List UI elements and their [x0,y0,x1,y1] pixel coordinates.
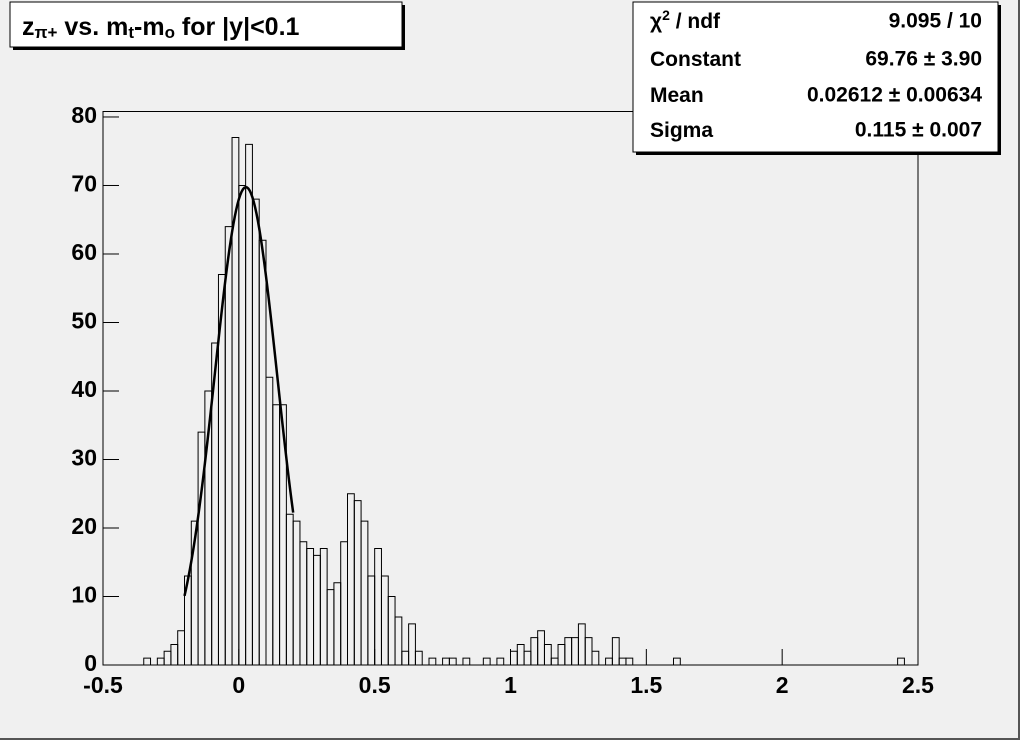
histogram-bin [591,650,600,665]
stat-value: 0.02612 ± 0.00634 [807,84,982,107]
histogram-bin [394,616,403,665]
y-tick-label: 0 [84,650,97,676]
y-tick-label: 70 [71,171,97,197]
y-tick-label: 80 [71,102,97,128]
histogram-bin [143,657,152,665]
title-box [9,1,403,48]
title-part: t [128,23,134,42]
y-tick-label: 60 [71,239,97,265]
y-tick-label: 50 [71,308,97,334]
fit-curve [183,185,295,597]
chart-title: zπ+ vs. mt-mo for |y|<0.1 [22,13,300,42]
x-tick-label: 2.5 [902,672,934,698]
stat-label-part: 2 [662,7,670,23]
histogram-bin [414,650,423,665]
stat-label: Constant [650,48,741,71]
stat-label-part: χ [650,10,662,33]
stat-label: Sigma [650,119,713,142]
x-tick-label: 1.5 [630,672,662,698]
histogram-bin [462,657,471,665]
title-part: vs. m [57,13,128,41]
y-tick-label: 10 [71,582,97,608]
x-tick-label: 1 [504,672,517,698]
histogram-bin [448,657,457,665]
stat-label-part: Constant [650,48,741,71]
stat-value: 9.095 / 10 [889,10,982,33]
title-part: for |y|<0.1 [175,13,300,41]
stats-box [632,1,999,153]
title-part: -m [134,13,165,41]
histogram-bin [408,623,416,665]
histogram-bin [428,657,437,665]
x-tick-label: 0 [232,672,245,698]
histogram-bin [611,637,620,665]
stat-label-part: Mean [650,84,704,107]
title-part: π+ [35,23,58,42]
histogram-bin [897,657,905,665]
stat-label: χ2 / ndf [650,7,721,32]
y-tick-label: 20 [71,513,97,539]
stat-label-part: Sigma [650,119,713,142]
title-part: z [22,13,35,41]
histogram-bin [482,657,491,665]
y-tick-label: 40 [71,376,97,402]
histogram-bin [543,643,552,665]
histogram-bin [496,657,505,665]
title-part: o [165,23,175,42]
x-tick-label: 2 [776,672,789,698]
stat-label: Mean [650,84,704,107]
stat-value: 0.115 ± 0.007 [855,119,982,142]
histogram-bin [625,657,634,665]
stat-label-part: / ndf [670,10,721,33]
x-tick-label: 0.5 [359,672,391,698]
histogram-bin [673,657,681,665]
x-tick-label: -0.5 [83,672,123,698]
stat-value: 69.76 ± 3.90 [865,48,982,71]
y-tick-label: 30 [71,445,97,471]
stats-panel: χ2 / ndf 9.095 / 10 Constant 69.76 ± 3.90 Me… [650,7,982,141]
